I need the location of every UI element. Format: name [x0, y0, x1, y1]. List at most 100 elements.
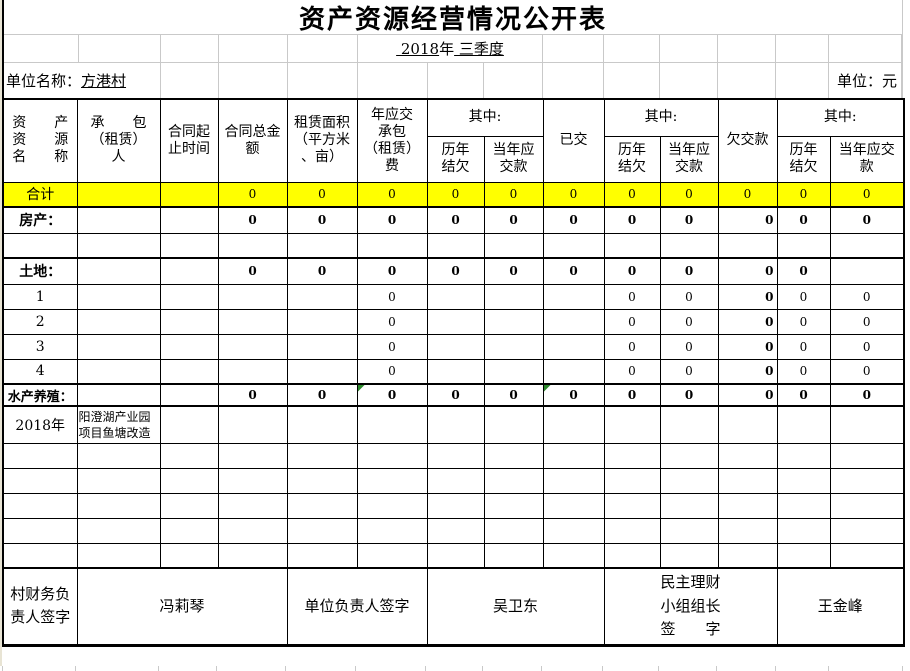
cell-r4-c9[interactable]: 0	[542, 257, 605, 285]
header-current-due-2[interactable]: 当年应 交款	[659, 135, 719, 183]
cell-r6-c8[interactable]	[483, 308, 544, 335]
cell-r11-c4[interactable]	[217, 442, 288, 469]
cell-r10-c8[interactable]	[483, 405, 544, 444]
cell-finance-group-leader[interactable]: 王金峰	[776, 567, 905, 646]
cell-r6-c4[interactable]	[217, 308, 288, 335]
cell-r12-c12[interactable]	[717, 467, 778, 494]
empty-cell[interactable]	[660, 35, 718, 62]
cell-r2-c4[interactable]: 0	[217, 206, 288, 234]
cell-r4-c7[interactable]: 0	[426, 257, 485, 285]
cell-r4-c6[interactable]: 0	[356, 257, 428, 285]
cell-r15-c1[interactable]	[2, 542, 78, 569]
cell-r3-c1[interactable]	[2, 232, 78, 259]
cell-r6-c3[interactable]	[159, 308, 219, 335]
cell-r14-c12[interactable]	[717, 517, 778, 544]
empty-cell[interactable]	[543, 63, 604, 98]
cell-r12-c14[interactable]	[829, 467, 905, 494]
cell-r13-c12[interactable]	[717, 492, 778, 519]
cell-r8-c13[interactable]: 0	[776, 358, 831, 385]
empty-cell[interactable]	[718, 35, 777, 62]
cell-r2-c3[interactable]	[159, 206, 219, 234]
cell-r13-c7[interactable]	[426, 492, 485, 519]
cell-r5-c4[interactable]	[217, 283, 288, 310]
cell-r14-c5[interactable]	[286, 517, 358, 544]
cell-r8-c3[interactable]	[159, 358, 219, 385]
cell-r11-c9[interactable]	[542, 442, 605, 469]
cell-r5-c10[interactable]: 0	[603, 283, 661, 310]
cell-r3-c5[interactable]	[286, 232, 358, 259]
cell-r11-c11[interactable]	[659, 442, 719, 469]
cell-r13-c2[interactable]	[76, 492, 161, 519]
header-among-1[interactable]: 其中:	[426, 98, 544, 137]
cell-r5-c2[interactable]	[76, 283, 161, 310]
cell-r11-c6[interactable]	[356, 442, 428, 469]
cell-r2-c9[interactable]: 0	[542, 206, 605, 234]
cell-r13-c13[interactable]	[776, 492, 831, 519]
cell-r9-c6[interactable]: 0	[356, 383, 428, 407]
cell-r11-c2[interactable]	[76, 442, 161, 469]
unit-name-cell[interactable]: 单位名称： 方港村	[4, 63, 162, 98]
cell-r9-c12[interactable]: 0	[717, 383, 778, 407]
cell-r5-c12[interactable]: 0	[717, 283, 778, 310]
cell-r8-c7[interactable]	[426, 358, 485, 385]
cell-r10-c12[interactable]	[717, 405, 778, 444]
header-hist-arrears-3[interactable]: 历年 结欠	[776, 135, 831, 183]
cell-r5-c7[interactable]	[426, 283, 485, 310]
cell-r7-c9[interactable]	[542, 333, 605, 360]
cell-r8-c1[interactable]: 4	[2, 358, 78, 385]
cell-r6-c14[interactable]: 0	[829, 308, 905, 335]
cell-r4-c5[interactable]: 0	[286, 257, 358, 285]
header-lease-area[interactable]: 租赁面积 （平方米 、亩）	[286, 98, 358, 183]
header-owed[interactable]: 欠交款	[717, 98, 778, 183]
cell-r4-c10[interactable]: 0	[603, 257, 661, 285]
empty-cell[interactable]	[718, 63, 777, 98]
cell-r11-c5[interactable]	[286, 442, 358, 469]
cell-r6-c12[interactable]: 0	[717, 308, 778, 335]
cell-r13-c8[interactable]	[483, 492, 544, 519]
cell-r14-c2[interactable]	[76, 517, 161, 544]
cell-r14-c4[interactable]	[217, 517, 288, 544]
currency-cell[interactable]: 单位：元	[829, 63, 902, 98]
cell-r10-c5[interactable]	[286, 405, 358, 444]
cell-r1-c7[interactable]: 0	[426, 181, 485, 208]
cell-r15-c12[interactable]	[717, 542, 778, 569]
cell-r9-c7[interactable]: 0	[426, 383, 485, 407]
cell-unit-head-signer[interactable]: 吴卫东	[426, 567, 605, 646]
header-asset-name[interactable]: 资 产 资 源 名 称	[2, 98, 78, 183]
cell-r7-c11[interactable]: 0	[659, 333, 719, 360]
cell-r14-c7[interactable]	[426, 517, 485, 544]
header-paid[interactable]: 已交	[542, 98, 605, 183]
cell-r15-c3[interactable]	[159, 542, 219, 569]
cell-r5-c8[interactable]	[483, 283, 544, 310]
cell-r7-c4[interactable]	[217, 333, 288, 360]
cell-r8-c14[interactable]: 0	[829, 358, 905, 385]
cell-r10-c4[interactable]	[217, 405, 288, 444]
cell-r15-c10[interactable]	[603, 542, 661, 569]
cell-r15-c2[interactable]	[76, 542, 161, 569]
cell-r7-c12[interactable]: 0	[717, 333, 778, 360]
cell-r11-c8[interactable]	[483, 442, 544, 469]
cell-r15-c8[interactable]	[483, 542, 544, 569]
cell-r3-c7[interactable]	[426, 232, 485, 259]
cell-r9-c3[interactable]	[159, 383, 219, 407]
cell-r4-c2[interactable]	[76, 257, 161, 285]
cell-r5-c13[interactable]: 0	[776, 283, 831, 310]
cell-r4-c3[interactable]	[159, 257, 219, 285]
cell-r1-c10[interactable]: 0	[603, 181, 661, 208]
cell-village-finance-signer-label[interactable]: 村财务负 责人签字	[2, 567, 78, 646]
cell-r6-c1[interactable]: 2	[2, 308, 78, 335]
cell-r8-c11[interactable]: 0	[659, 358, 719, 385]
cell-r1-c14[interactable]: 0	[829, 181, 905, 208]
cell-r6-c6[interactable]: 0	[356, 308, 428, 335]
cell-r11-c7[interactable]	[426, 442, 485, 469]
cell-r9-c11[interactable]: 0	[659, 383, 719, 407]
cell-r13-c9[interactable]	[542, 492, 605, 519]
cell-r9-c4[interactable]: 0	[217, 383, 288, 407]
header-hist-arrears-2[interactable]: 历年 结欠	[603, 135, 661, 183]
empty-cell[interactable]	[543, 35, 604, 62]
header-annual-fee[interactable]: 年应交 承包 （租赁） 费	[356, 98, 428, 183]
cell-r12-c2[interactable]	[76, 467, 161, 494]
cell-r10-c7[interactable]	[426, 405, 485, 444]
cell-r8-c12[interactable]: 0	[717, 358, 778, 385]
cell-r10-c6[interactable]	[356, 405, 428, 444]
